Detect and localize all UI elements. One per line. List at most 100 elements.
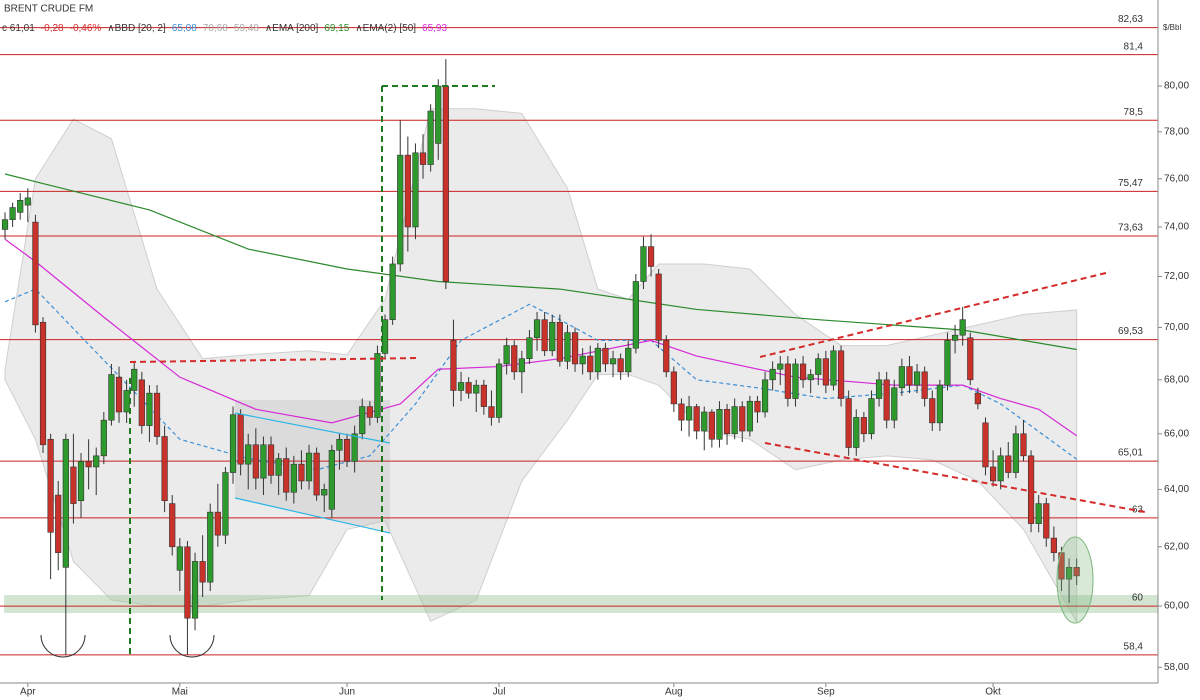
candle-body (632, 281, 639, 349)
candle-body (678, 403, 685, 421)
candle-body (191, 561, 199, 619)
candle-body (602, 347, 609, 365)
candle-body (161, 436, 168, 502)
level-label: 82,63 (1118, 14, 1143, 25)
candle-body (283, 458, 290, 493)
x-tick-label: Jun (339, 687, 355, 698)
x-tick-label: Okt (985, 687, 1001, 698)
candle-body (898, 366, 905, 389)
candle-body (533, 319, 541, 339)
candle-body (115, 376, 123, 413)
candle-body (389, 263, 396, 320)
candle-body (93, 455, 100, 468)
candle-body (777, 363, 784, 370)
candle-body (769, 368, 776, 381)
y-tick-label: 66,00 (1164, 428, 1189, 439)
chart-title: BRENT CRUDE FM (4, 4, 93, 15)
candle-body (222, 472, 229, 536)
candle-body (921, 371, 928, 399)
bollinger-band (4, 108, 1078, 624)
candle-body (906, 366, 913, 386)
candle-body (260, 444, 267, 479)
candle-body (511, 345, 518, 373)
candle-body (495, 363, 503, 418)
level-label: 78,5 (1124, 107, 1144, 118)
candle-body (974, 392, 981, 405)
candle-body (526, 337, 533, 359)
x-tick-label: Aug (665, 687, 683, 698)
candle-body (1035, 503, 1042, 524)
y-tick-label: 78,00 (1164, 126, 1189, 137)
y-tick-label: 68,00 (1164, 374, 1189, 385)
candle-body (328, 449, 335, 510)
candle-body (47, 438, 54, 533)
candle-body (77, 461, 85, 502)
candle-body (746, 400, 753, 432)
channel-fill (235, 400, 390, 533)
candle-body (374, 353, 381, 418)
drawings (40, 85, 1146, 658)
unit-label: $/Bbl (1163, 23, 1181, 32)
candle-body (891, 387, 898, 421)
candle-body (313, 452, 320, 496)
candle-body (1020, 433, 1027, 457)
candle-body (594, 347, 601, 373)
candle-body (450, 340, 457, 391)
candle-body (929, 398, 936, 424)
x-tick-label: Sep (817, 687, 835, 698)
support-zone (4, 595, 1158, 613)
channel-line (234, 497, 391, 534)
candle-body (1005, 455, 1012, 473)
candle-body (237, 414, 244, 465)
candle-body (663, 340, 670, 373)
candle-body (1027, 455, 1035, 524)
candle-body (184, 546, 191, 619)
candle-body (412, 152, 419, 228)
candle-body (640, 246, 647, 282)
candle-body (625, 347, 632, 373)
candle-body (32, 221, 39, 326)
candle-body (503, 345, 510, 365)
level-label: 73,63 (1118, 223, 1143, 234)
candle-body (587, 355, 594, 373)
candle-body (556, 321, 563, 362)
candle-body (427, 110, 434, 165)
legend-item: ∧EMA [200] (265, 23, 319, 34)
candle-body (564, 332, 571, 362)
level-label: 60 (1132, 593, 1144, 604)
candle-body (860, 417, 867, 435)
candle-body (229, 414, 237, 473)
candle-body (701, 411, 708, 432)
candle-body (989, 466, 997, 482)
trend-line (129, 357, 421, 363)
trend-line (759, 271, 1111, 358)
candle-body (822, 358, 829, 386)
candle-body (169, 503, 176, 548)
candle-body (609, 358, 617, 365)
candle-body (936, 384, 943, 424)
level-label: 69,53 (1118, 326, 1143, 337)
legend-item: 65,08 (172, 23, 197, 34)
candle-body (267, 444, 275, 476)
y-tick-label: 70,00 (1164, 322, 1189, 333)
candles (1, 59, 1080, 655)
legend-item: 65,93 (422, 23, 447, 34)
y-tick-label: 62,00 (1164, 541, 1189, 552)
candle-body (442, 85, 449, 282)
candle-body (343, 438, 351, 462)
candle-body (457, 382, 465, 391)
candle-body (571, 332, 579, 365)
candle-body (792, 363, 799, 399)
candle-body (1012, 433, 1019, 473)
y-tick-label: 64,00 (1164, 484, 1189, 495)
candle-body (883, 379, 890, 421)
candle-body (108, 374, 115, 421)
candle-body (252, 444, 259, 479)
candle-body (62, 438, 69, 568)
candle-body (245, 444, 252, 465)
candle-body (1043, 503, 1050, 539)
candle-body (473, 384, 480, 394)
candle-body (875, 379, 883, 399)
candle-body (1050, 537, 1057, 553)
